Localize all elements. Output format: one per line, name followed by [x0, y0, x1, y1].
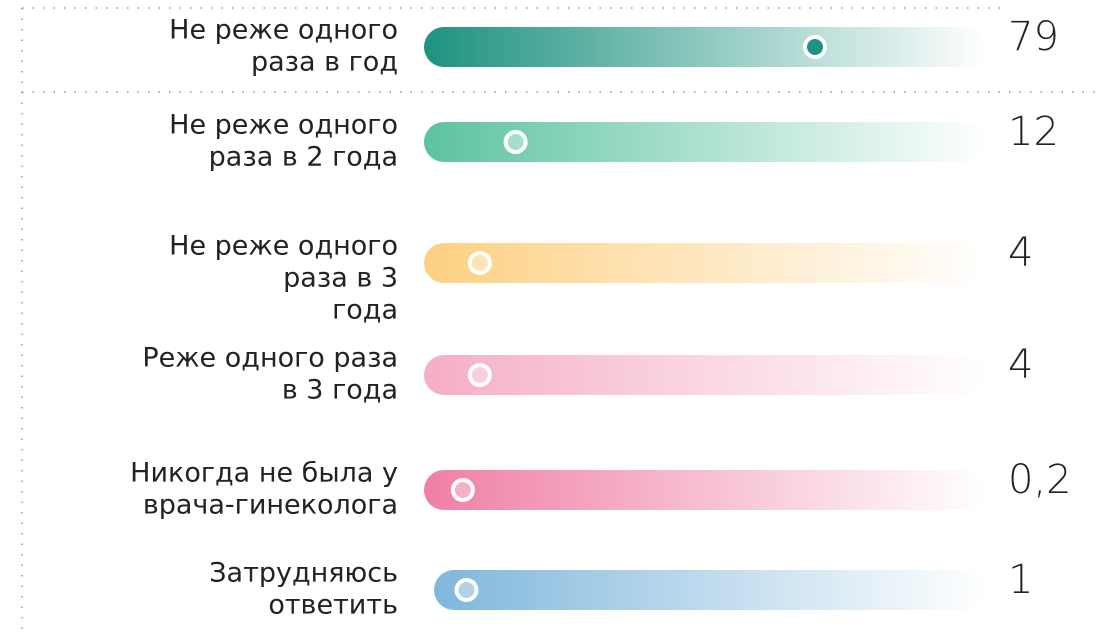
category-label: раза в год: [251, 47, 398, 78]
bar: [424, 122, 985, 162]
category-label: ответить: [268, 590, 398, 621]
bar-dot: [450, 478, 475, 502]
bar: [424, 243, 985, 283]
category-label: в 3 года: [282, 375, 398, 406]
category-label: Не реже одного: [169, 231, 398, 262]
category-label: года: [332, 295, 398, 326]
bar-dot: [454, 578, 479, 602]
value-label: 0,2: [1008, 457, 1072, 503]
value-label: 4: [1008, 342, 1033, 388]
category-label: врача-гинеколога: [143, 490, 398, 521]
category-label: Никогда не была у: [130, 458, 398, 489]
category-label: Реже одного раза: [142, 343, 398, 374]
bar-dot: [467, 363, 492, 387]
value-label: 4: [1008, 230, 1033, 276]
category-label: Затрудняюсь: [209, 558, 398, 589]
value-label: 1: [1008, 557, 1033, 603]
category-label: Не реже одного: [169, 15, 398, 46]
category-label: раза в 2 года: [209, 142, 398, 173]
bar-dot: [467, 251, 492, 275]
category-label: раза в 3: [283, 263, 398, 294]
bar: [424, 355, 985, 395]
bar-dot: [503, 130, 528, 154]
value-label: 79: [1008, 14, 1059, 60]
bar-dot: [803, 35, 827, 59]
value-label: 12: [1008, 109, 1059, 155]
bar: [434, 570, 985, 610]
bar: [424, 470, 985, 510]
category-label: Не реже одного: [169, 110, 398, 141]
bar: [424, 27, 985, 67]
